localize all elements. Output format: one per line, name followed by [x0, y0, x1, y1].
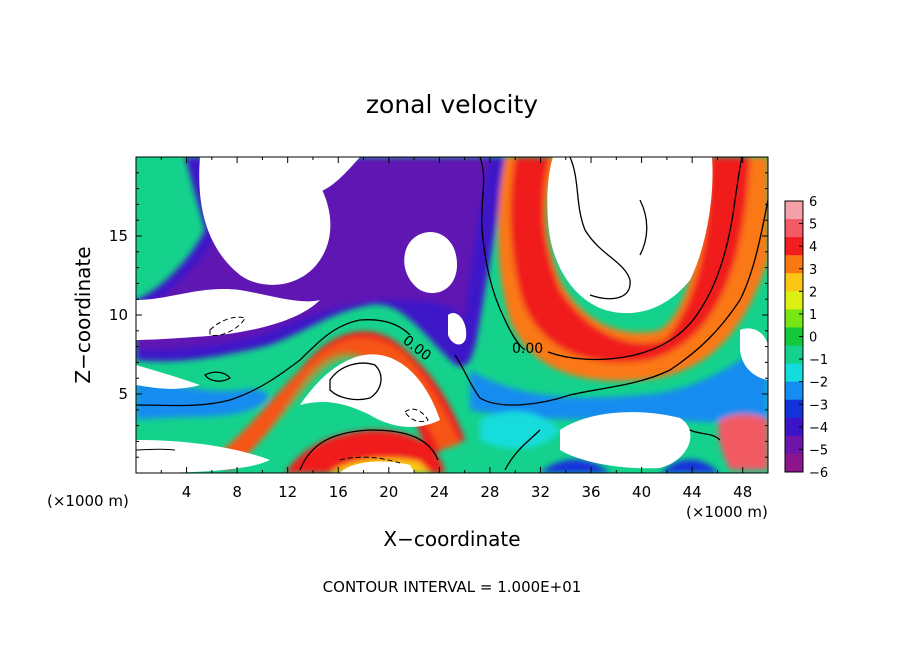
x-tick-label: 16	[329, 483, 348, 501]
white-region-right	[547, 157, 713, 314]
white-region-arch	[300, 354, 440, 427]
colorbar: 6 5 4 3 2 1 0 −1 −2 −3 −4 −5 −6	[784, 195, 828, 481]
x-tick-label: 24	[430, 483, 449, 501]
x-tick-label: 40	[632, 483, 651, 501]
colorbar-label: −2	[809, 376, 828, 391]
x-tick-label: 32	[531, 483, 550, 501]
colorbar-swatch	[785, 363, 803, 383]
x-axis-label: X−coordinate	[383, 527, 520, 551]
colorbar-label: 5	[809, 218, 817, 233]
x-tick-label: 8	[232, 483, 242, 501]
colorbar-label: −1	[809, 353, 828, 368]
colorbar-label: −5	[809, 443, 828, 458]
x-tick-label: 12	[278, 483, 297, 501]
colorbar-label: −6	[809, 466, 828, 481]
y-tick-label: 15	[109, 227, 128, 245]
colorbar-swatch	[785, 435, 803, 455]
colorbar-swatch	[785, 291, 803, 310]
colorbar-swatch	[785, 345, 803, 365]
colorbar-swatch	[785, 327, 803, 347]
colorbar-label: 0	[809, 331, 817, 346]
x-tick-label: 48	[733, 483, 752, 501]
y-axis-label: Z−coordinate	[71, 246, 95, 383]
colorbar-swatch	[785, 453, 803, 473]
white-region-oval	[404, 232, 458, 294]
heatmap-field: 0.00 0.00	[136, 157, 768, 473]
chart-title: zonal velocity	[366, 90, 538, 119]
colorbar-label: 3	[809, 263, 817, 278]
x-tick-label: 28	[480, 483, 499, 501]
contour-zero-top	[479, 157, 526, 351]
colorbar-swatch	[785, 219, 803, 238]
contour-label-right: 0.00	[512, 341, 543, 357]
y-tick-label: 10	[109, 306, 128, 324]
dashed-contours	[209, 316, 429, 464]
colorbar-label: 4	[809, 240, 817, 255]
x-tick-label: 44	[683, 483, 702, 501]
x-axis: 4 8 12 16 20 24 28 32 36 40 44 48	[160, 157, 752, 501]
colorbar-swatch	[785, 381, 803, 401]
colorbar-swatch	[785, 417, 803, 437]
colorbar-label: −4	[809, 421, 828, 436]
colorbar-label: 1	[809, 308, 817, 323]
x-unit-left: (×1000 m)	[47, 492, 129, 510]
contour-interval-note: CONTOUR INTERVAL = 1.000E+01	[323, 578, 582, 596]
colorbar-swatch	[785, 237, 803, 256]
white-region-left	[199, 157, 331, 285]
colorbar-swatch	[785, 399, 803, 419]
x-tick-label: 36	[581, 483, 600, 501]
y-tick-label: 5	[118, 385, 128, 403]
x-tick-label: 20	[379, 483, 398, 501]
colorbar-swatch	[785, 309, 803, 328]
colorbar-label: 2	[809, 285, 817, 300]
y-axis: 5 10 15	[109, 172, 768, 458]
contour-zero-left	[136, 319, 411, 407]
contour-lines	[136, 157, 768, 471]
colorbar-swatch	[785, 255, 803, 274]
colorbar-swatch	[785, 201, 803, 220]
x-unit-right: (×1000 m)	[686, 503, 768, 521]
colorbar-label: −3	[809, 398, 828, 413]
x-tick-label: 4	[182, 483, 192, 501]
colorbar-label: 6	[809, 195, 817, 210]
colorbar-swatch	[785, 273, 803, 292]
